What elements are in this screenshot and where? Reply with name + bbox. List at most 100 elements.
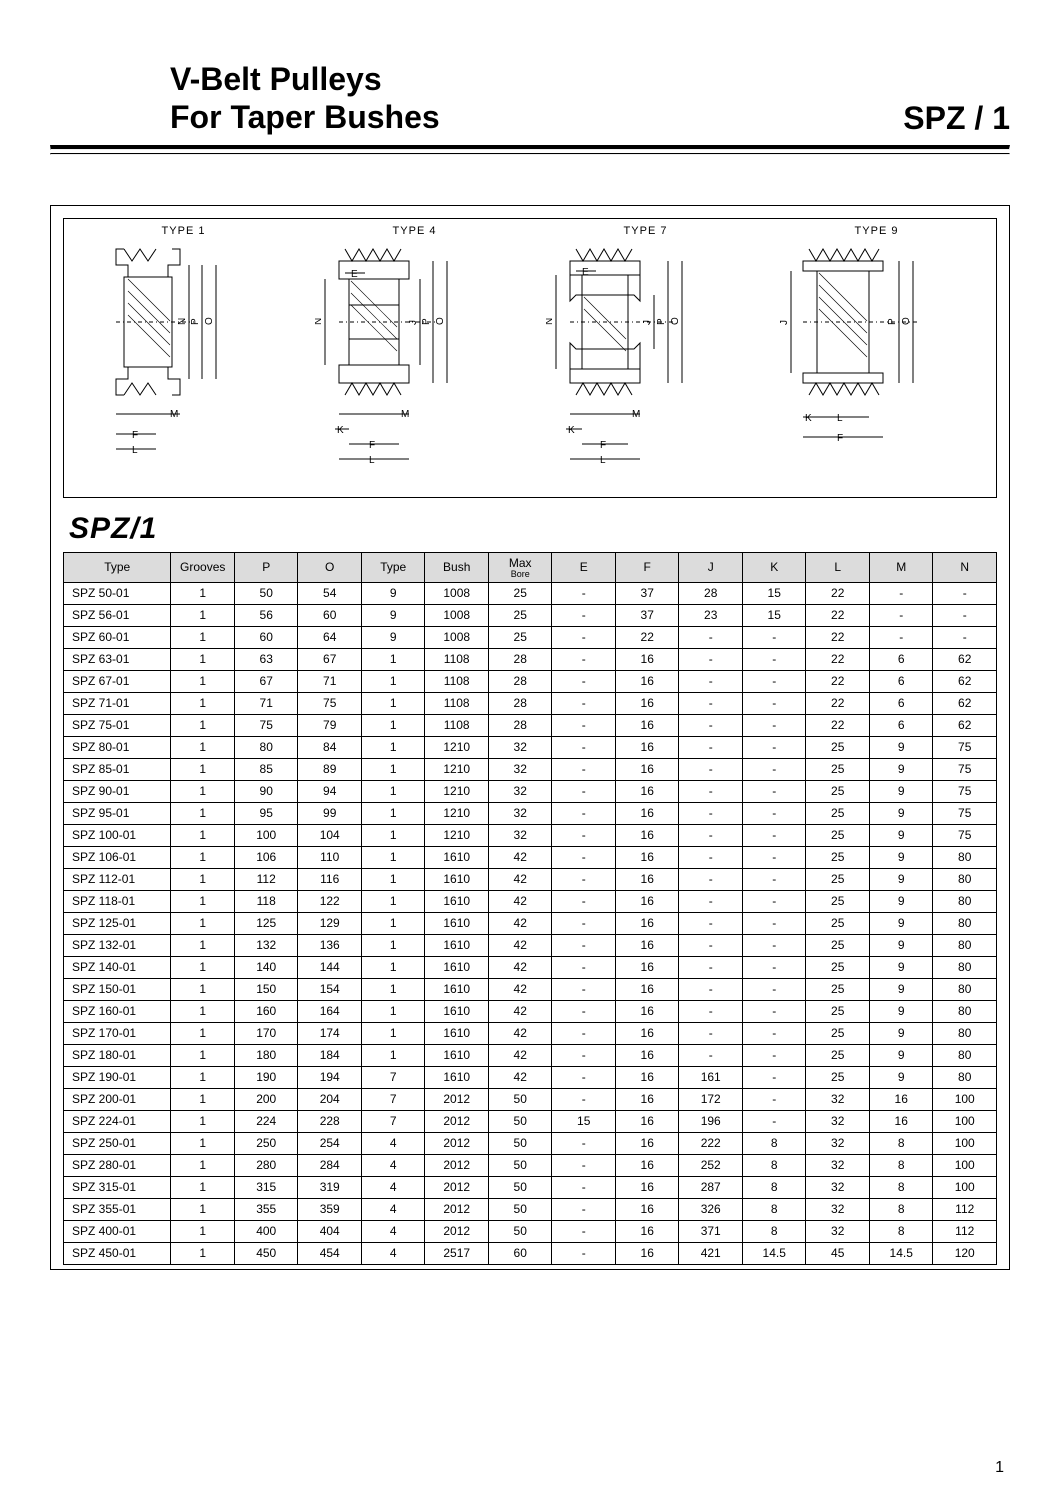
table-cell: 404	[298, 1220, 362, 1242]
table-cell: SPZ 280-01	[64, 1154, 171, 1176]
table-cell: SPZ 100-01	[64, 824, 171, 846]
table-cell: 71	[234, 692, 298, 714]
table-cell: 2012	[425, 1198, 489, 1220]
table-row: SPZ 315-0113153194201250-162878328100	[64, 1176, 997, 1198]
table-cell: SPZ 50-01	[64, 582, 171, 604]
table-cell: 8	[742, 1220, 806, 1242]
table-row: SPZ 60-01160649100825-22--22--	[64, 626, 997, 648]
table-cell: 4	[361, 1220, 425, 1242]
table-cell: 252	[679, 1154, 743, 1176]
table-cell: 16	[615, 978, 679, 1000]
page: V-Belt Pulleys For Taper Bushes SPZ / 1 …	[0, 0, 1060, 1497]
table-cell: 1	[171, 604, 235, 626]
pulley-type9-svg: J P O K L F	[777, 239, 977, 479]
table-cell: 194	[298, 1066, 362, 1088]
table-cell: 67	[298, 648, 362, 670]
table-cell: 1108	[425, 648, 489, 670]
svg-text:E: E	[582, 267, 589, 278]
table-cell: 1	[171, 1132, 235, 1154]
table-cell: 4	[361, 1198, 425, 1220]
table-cell: 132	[234, 934, 298, 956]
table-row: SPZ 450-0114504544251760-1642114.54514.5…	[64, 1242, 997, 1264]
table-row: SPZ 85-01185891121032-16--25975	[64, 758, 997, 780]
table-cell: 85	[234, 758, 298, 780]
table-cell: 14.5	[742, 1242, 806, 1264]
table-cell: -	[552, 758, 616, 780]
header: V-Belt Pulleys For Taper Bushes SPZ / 1	[50, 60, 1010, 137]
table-row: SPZ 132-0111321361161042-16--25980	[64, 934, 997, 956]
table-cell: 100	[933, 1176, 997, 1198]
table-row: SPZ 100-0111001041121032-16--25975	[64, 824, 997, 846]
table-cell: 25	[806, 736, 870, 758]
table-cell: 25	[806, 934, 870, 956]
table-cell: SPZ 132-01	[64, 934, 171, 956]
table-cell: 454	[298, 1242, 362, 1264]
column-header: MaxBore	[488, 552, 552, 582]
table-cell: SPZ 180-01	[64, 1044, 171, 1066]
table-cell: -	[679, 758, 743, 780]
table-cell: 16	[615, 1242, 679, 1264]
table-cell: 1	[171, 1198, 235, 1220]
table-cell: 6	[869, 692, 933, 714]
table-cell: -	[552, 1154, 616, 1176]
table-cell: SPZ 125-01	[64, 912, 171, 934]
table-cell: 2012	[425, 1176, 489, 1198]
table-cell: 9	[361, 626, 425, 648]
table-cell: SPZ 160-01	[64, 1000, 171, 1022]
table-cell: -	[552, 692, 616, 714]
table-cell: 42	[488, 956, 552, 978]
table-cell: 25	[488, 626, 552, 648]
table-cell: SPZ 118-01	[64, 890, 171, 912]
table-cell: 1	[171, 736, 235, 758]
table-cell: 95	[234, 802, 298, 824]
table-cell: 75	[933, 758, 997, 780]
table-cell: -	[552, 1198, 616, 1220]
table-cell: 125	[234, 912, 298, 934]
table-cell: 1210	[425, 780, 489, 802]
table-cell: 1	[361, 890, 425, 912]
table-cell: 50	[488, 1110, 552, 1132]
table-cell: 75	[933, 736, 997, 758]
table-cell: 1610	[425, 1022, 489, 1044]
table-cell: 75	[933, 780, 997, 802]
table-cell: 2012	[425, 1132, 489, 1154]
table-cell: 8	[869, 1198, 933, 1220]
svg-text:M: M	[170, 409, 178, 420]
table-row: SPZ 190-0111901947161042-16161-25980	[64, 1066, 997, 1088]
table-cell: 1008	[425, 582, 489, 604]
table-cell: 1	[361, 956, 425, 978]
table-cell: 326	[679, 1198, 743, 1220]
table-cell: 1	[171, 978, 235, 1000]
table-cell: 100	[933, 1154, 997, 1176]
table-cell: 42	[488, 846, 552, 868]
table-cell: 71	[298, 670, 362, 692]
svg-text:M: M	[401, 409, 409, 420]
svg-text:K: K	[568, 425, 575, 436]
table-cell: 112	[933, 1220, 997, 1242]
table-cell: -	[552, 604, 616, 626]
table-cell: -	[679, 648, 743, 670]
svg-text:O: O	[670, 317, 681, 325]
table-cell: 25	[806, 1044, 870, 1066]
table-cell: 16	[615, 1000, 679, 1022]
table-row: SPZ 180-0111801841161042-16--25980	[64, 1044, 997, 1066]
table-row: SPZ 160-0111601641161042-16--25980	[64, 1000, 997, 1022]
table-cell: 25	[488, 604, 552, 626]
table-cell: 50	[488, 1088, 552, 1110]
svg-text:L: L	[837, 413, 843, 424]
table-cell: 1	[171, 1110, 235, 1132]
table-cell: -	[742, 802, 806, 824]
table-cell: 315	[234, 1176, 298, 1198]
table-row: SPZ 150-0111501541161042-16--25980	[64, 978, 997, 1000]
table-cell: -	[742, 670, 806, 692]
table-cell: 84	[298, 736, 362, 758]
table-cell: SPZ 450-01	[64, 1242, 171, 1264]
table-cell: -	[552, 934, 616, 956]
table-cell: 63	[234, 648, 298, 670]
table-cell: 150	[234, 978, 298, 1000]
table-cell: -	[679, 1000, 743, 1022]
diagram-type-4: TYPE 4	[315, 225, 515, 484]
table-cell: 4	[361, 1132, 425, 1154]
diagram-type-1: TYPE 1	[84, 225, 284, 484]
table-cell: -	[552, 956, 616, 978]
